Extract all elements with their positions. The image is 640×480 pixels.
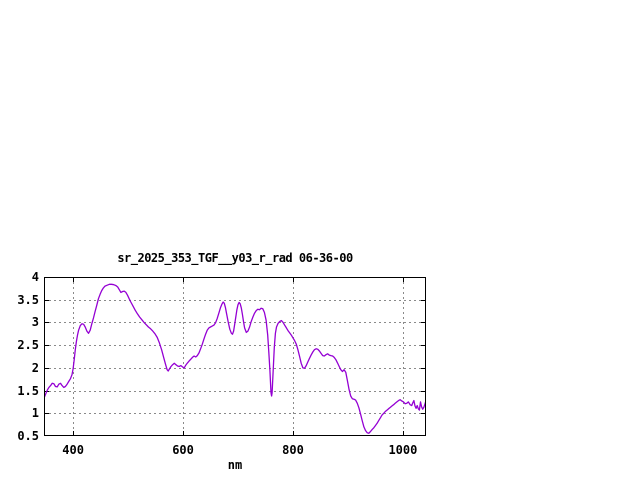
y-tick-label: 3 bbox=[31, 315, 39, 330]
plot-area bbox=[44, 277, 426, 436]
y-tick-label: 4 bbox=[31, 270, 39, 284]
x-tick-label: 400 bbox=[62, 443, 84, 457]
x-tick-label: 600 bbox=[172, 443, 194, 457]
spectrum-chart-svg bbox=[44, 277, 426, 436]
plot-title: sr_2025_353_TGF__y03_r_rad 06-36-00 bbox=[117, 251, 353, 265]
x-tick-label: 1000 bbox=[388, 443, 418, 457]
y-tick-label: 2 bbox=[31, 360, 39, 375]
spectrum-line bbox=[44, 283, 426, 434]
x-tick-label: 800 bbox=[282, 443, 304, 457]
y-tick-label: 3.5 bbox=[17, 292, 39, 307]
y-tick-label: 1 bbox=[31, 406, 39, 421]
y-tick-label: 0.5 bbox=[17, 429, 39, 443]
x-axis-title: nm bbox=[227, 458, 243, 472]
y-tick-label: 2.5 bbox=[17, 338, 39, 353]
plot-border bbox=[44, 277, 426, 436]
y-tick-label: 1.5 bbox=[17, 383, 39, 398]
